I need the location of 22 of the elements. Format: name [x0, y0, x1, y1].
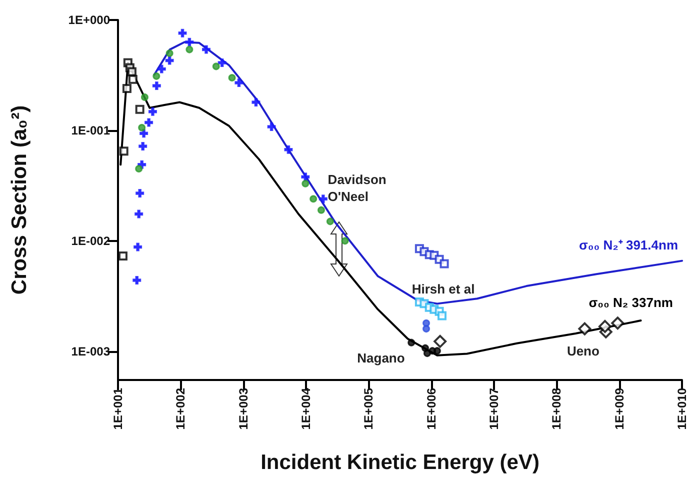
annotation: Nagano — [357, 350, 405, 366]
y-tick-label: 1E-001 — [71, 123, 110, 138]
x-tick-label: 1E+001 — [111, 388, 125, 430]
x-axis-title: Incident Kinetic Energy (eV) — [260, 451, 540, 474]
y-tick-label: 1E-002 — [71, 234, 110, 248]
x-tick-label: 1E+002 — [174, 388, 188, 430]
series-label: σ₀₀ N₂ 337nm — [588, 295, 673, 310]
series-label: σ₀₀ N₂⁺ 391.4nm — [578, 237, 678, 252]
annotation: Davidson O'Neel — [328, 172, 390, 204]
x-tick-label: 1E+006 — [424, 388, 438, 430]
x-tick-label: 1E+003 — [236, 388, 250, 430]
x-tick-label: 1E+009 — [612, 388, 626, 430]
annotation: Hirsh et al — [412, 281, 475, 296]
y-tick-label: 1E+000 — [68, 13, 110, 27]
x-tick-label: 1E+008 — [550, 388, 564, 430]
x-tick-label: 1E+010 — [675, 388, 689, 430]
x-tick-label: 1E+004 — [299, 388, 313, 430]
x-tick-label: 1E+005 — [362, 388, 376, 430]
y-axis-title: Cross Section (a₀²) — [8, 105, 31, 295]
annotation: Ueno — [566, 343, 600, 358]
y-tick-label: 1E-003 — [71, 344, 110, 358]
x-tick-label: 1E+007 — [487, 388, 501, 430]
